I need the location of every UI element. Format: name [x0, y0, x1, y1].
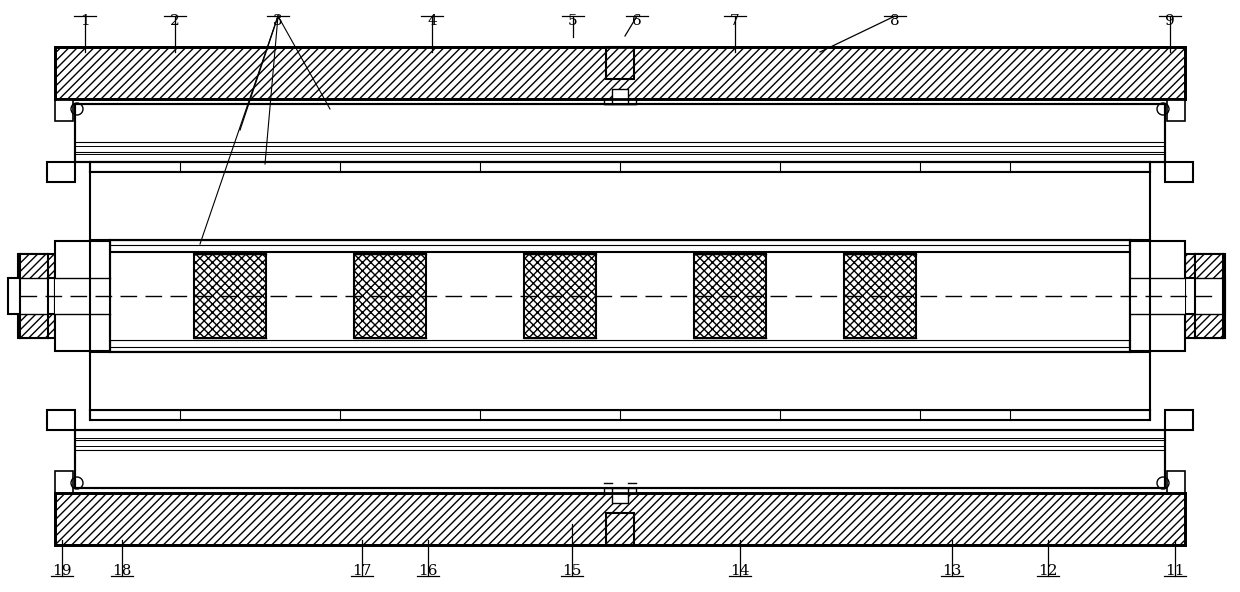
Bar	[613, 488, 627, 503]
Bar	[606, 47, 634, 79]
Text: 2: 2	[170, 14, 180, 28]
Bar	[110, 240, 1130, 252]
Text: 5: 5	[568, 14, 578, 28]
Bar	[7, 278, 55, 314]
Bar	[1167, 471, 1185, 493]
Bar	[74, 104, 1166, 162]
Text: 9: 9	[1166, 14, 1174, 28]
Bar	[110, 252, 1130, 340]
Bar	[47, 410, 74, 430]
Bar	[19, 254, 55, 338]
Text: 7: 7	[730, 14, 740, 28]
Bar	[1167, 99, 1185, 121]
Bar	[694, 254, 766, 338]
Bar	[55, 47, 1185, 99]
Bar	[91, 352, 1149, 410]
Bar	[110, 340, 1130, 352]
Text: 16: 16	[418, 564, 438, 578]
Bar	[1166, 410, 1193, 430]
Bar	[91, 162, 1149, 172]
Bar	[604, 488, 636, 493]
Text: 15: 15	[562, 564, 582, 578]
Text: 12: 12	[1038, 564, 1058, 578]
Bar	[1195, 278, 1223, 314]
Bar	[55, 493, 1185, 545]
Text: 11: 11	[1166, 564, 1184, 578]
Bar	[1130, 241, 1185, 351]
Bar	[1195, 254, 1223, 338]
Bar	[91, 172, 1149, 240]
Bar	[55, 99, 73, 121]
Bar	[606, 513, 634, 545]
Bar	[91, 410, 1149, 420]
Bar	[613, 89, 627, 104]
Text: 13: 13	[942, 564, 962, 578]
Bar	[1130, 278, 1185, 314]
Bar	[844, 254, 916, 338]
Text: 1: 1	[81, 14, 89, 28]
Bar	[74, 430, 1166, 488]
Bar	[1185, 254, 1225, 338]
Bar	[1176, 278, 1225, 314]
Bar	[55, 278, 110, 314]
Bar	[604, 99, 636, 104]
Bar	[20, 278, 48, 314]
Text: 8: 8	[890, 14, 900, 28]
Bar	[20, 254, 48, 338]
Bar	[110, 240, 1130, 252]
Bar	[353, 254, 427, 338]
Bar	[525, 254, 596, 338]
Text: 3: 3	[273, 14, 283, 28]
Bar	[55, 471, 73, 493]
Text: 18: 18	[113, 564, 131, 578]
Bar	[193, 254, 267, 338]
Text: 19: 19	[52, 564, 72, 578]
Text: 4: 4	[427, 14, 436, 28]
Bar	[47, 162, 74, 182]
Bar	[55, 241, 110, 351]
Bar	[1166, 162, 1193, 182]
Text: 14: 14	[730, 564, 750, 578]
Text: 6: 6	[632, 14, 642, 28]
Text: 17: 17	[352, 564, 372, 578]
